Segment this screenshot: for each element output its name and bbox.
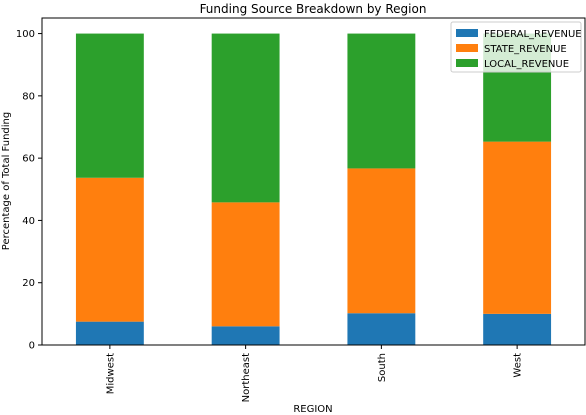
bar-midwest-series-1	[75, 177, 144, 322]
legend-label: FEDERAL_REVENUE	[484, 29, 582, 40]
bar-northeast-series-1	[211, 202, 280, 327]
legend-label: STATE_REVENUE	[484, 44, 567, 55]
y-axis: 0 20 40 60 80 100	[16, 29, 42, 352]
y-tick-label: 20	[22, 278, 35, 289]
y-axis-label: Percentage of Total Funding	[1, 112, 12, 250]
bar-midwest-series-0	[75, 321, 144, 345]
y-tick-label: 60	[22, 154, 35, 165]
bar-northeast-series-0	[211, 326, 280, 345]
bar-south-series-2	[347, 33, 416, 169]
legend-swatch	[456, 44, 478, 52]
bar-midwest-series-2	[75, 33, 144, 178]
bar-south-series-1	[347, 168, 416, 314]
bar-west-series-1	[483, 141, 552, 314]
x-tick-label: South	[377, 353, 388, 382]
bar-west-series-0	[483, 313, 552, 345]
x-axis-label: REGION	[293, 404, 332, 415]
chart-title: Funding Source Breakdown by Region	[200, 2, 427, 16]
legend-swatch	[456, 29, 478, 37]
legend-box	[450, 21, 582, 73]
y-tick-label: 100	[16, 29, 35, 40]
x-axis: Midwest Northeast South West	[105, 345, 524, 402]
x-tick-label: Northeast	[241, 353, 252, 402]
x-tick-label: Midwest	[105, 353, 116, 394]
legend-label: LOCAL_REVENUE	[484, 59, 569, 70]
y-tick-label: 0	[29, 341, 35, 352]
legend-swatch	[456, 59, 478, 67]
plot-frame	[41, 17, 586, 346]
y-tick-label: 40	[22, 216, 35, 227]
bar-northeast-series-2	[211, 33, 280, 203]
bar-south-series-0	[347, 313, 416, 345]
y-tick-label: 80	[22, 91, 35, 102]
legend: FEDERAL_REVENUE STATE_REVENUE LOCAL_REVENU…	[450, 21, 582, 73]
x-tick-label: West	[513, 353, 524, 378]
bars-group	[75, 33, 552, 345]
